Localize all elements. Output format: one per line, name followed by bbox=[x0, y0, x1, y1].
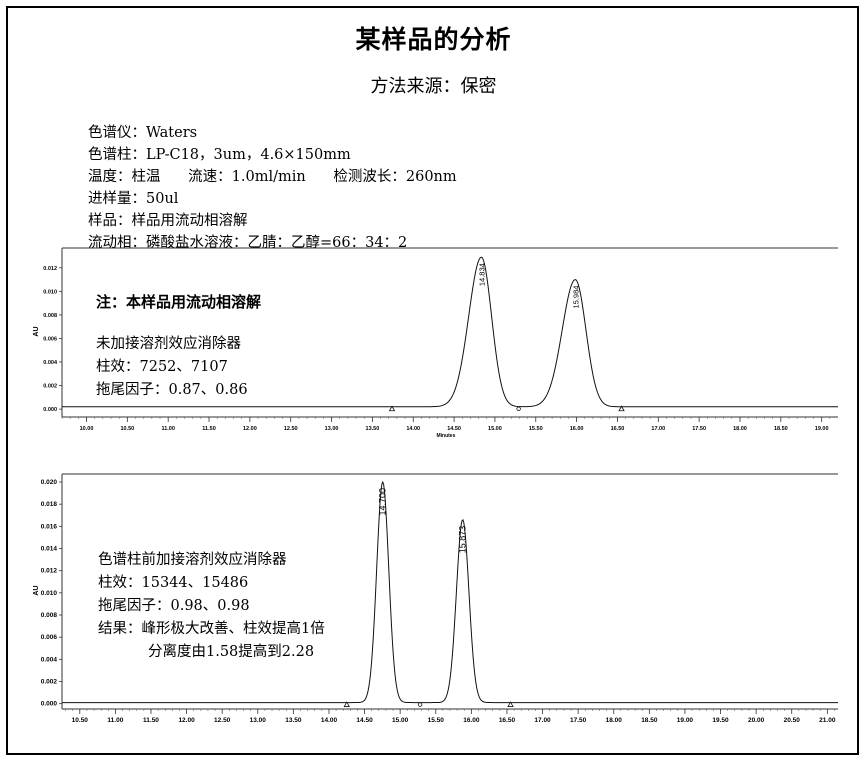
mobile-phase-line: 流动相：磷酸盐水溶液：乙腈：乙醇=66：34：2 bbox=[88, 235, 408, 251]
peak-label: 15.873 bbox=[458, 526, 468, 554]
bottom-note-line: 分离度由1.58提高到2.28 bbox=[148, 644, 315, 660]
y-tick-label: 0.002 bbox=[43, 384, 57, 390]
x-tick-label: 19.50 bbox=[712, 717, 729, 724]
x-tick-label: 21.00 bbox=[819, 717, 836, 724]
y-axis-label: AU bbox=[33, 326, 40, 336]
x-tick-label: 17.50 bbox=[570, 717, 587, 724]
top-chart-note: 未加接溶剂效应消除器 柱效：7252、7107 拖尾因子：0.87、0.86 bbox=[96, 333, 248, 402]
x-axis-label: Minutes bbox=[436, 433, 455, 439]
y-tick-label: 0.020 bbox=[41, 479, 58, 486]
y-tick-label: 0.010 bbox=[41, 590, 58, 597]
y-tick-label: 0.016 bbox=[41, 523, 58, 530]
x-tick-label: 11.50 bbox=[202, 426, 215, 432]
sample-line: 样品：样品用流动相溶解 bbox=[88, 213, 248, 229]
temperature-text: 温度：柱温 bbox=[88, 169, 161, 185]
x-tick-label: 11.50 bbox=[143, 717, 159, 724]
x-tick-label: 16.00 bbox=[570, 426, 584, 432]
x-tick-label: 15.50 bbox=[428, 717, 445, 724]
y-tick-label: 0.000 bbox=[43, 407, 57, 413]
x-tick-label: 18.50 bbox=[774, 426, 788, 432]
x-tick-label: 16.50 bbox=[499, 717, 516, 724]
y-tick-label: 0.014 bbox=[41, 546, 58, 553]
y-axis-label: AU bbox=[33, 585, 40, 595]
y-tick-label: 0.018 bbox=[41, 501, 58, 508]
x-tick-label: 11.00 bbox=[107, 717, 123, 724]
y-tick-label: 0.004 bbox=[41, 656, 58, 663]
x-tick-label: 20.00 bbox=[748, 717, 765, 724]
chromatogram-trace bbox=[62, 256, 838, 408]
page-frame bbox=[6, 6, 859, 755]
y-tick-label: 0.002 bbox=[41, 679, 58, 686]
flow-text: 流速：1.0ml/min bbox=[188, 169, 306, 185]
x-tick-label: 13.50 bbox=[285, 717, 302, 724]
x-tick-label: 14.00 bbox=[406, 426, 420, 432]
x-tick-label: 13.00 bbox=[325, 426, 339, 432]
x-tick-label: 15.00 bbox=[488, 426, 502, 432]
x-tick-label: 13.50 bbox=[366, 426, 380, 432]
x-tick-label: 12.00 bbox=[243, 426, 257, 432]
y-tick-label: 0.012 bbox=[43, 266, 57, 272]
x-tick-label: 17.00 bbox=[651, 426, 665, 432]
y-tick-label: 0.006 bbox=[43, 336, 57, 342]
y-tick-label: 0.012 bbox=[41, 568, 58, 575]
valley-marker bbox=[516, 406, 521, 411]
y-tick-label: 0.000 bbox=[41, 701, 58, 708]
x-tick-label: 17.50 bbox=[692, 426, 706, 432]
method-info: 色谱仪：Waters 色谱柱：LP-C18，3um，4.6×150mm 温度：柱… bbox=[88, 122, 457, 254]
x-tick-label: 10.50 bbox=[120, 426, 134, 432]
x-tick-label: 12.50 bbox=[214, 717, 231, 724]
bottom-note-line: 拖尾因子：0.98、0.98 bbox=[98, 598, 250, 614]
x-tick-label: 12.50 bbox=[284, 426, 298, 432]
wavelength-text: 检测波长：260nm bbox=[333, 169, 457, 185]
x-tick-label: 19.00 bbox=[815, 426, 829, 432]
bottom-note-line: 结果：峰形极大改善、柱效提高1倍 bbox=[98, 621, 325, 637]
peak-label: 14.834 bbox=[477, 263, 486, 286]
conditions-line: 温度：柱温 流速：1.0ml/min 检测波长：260nm bbox=[88, 166, 457, 188]
x-tick-label: 10.00 bbox=[80, 426, 94, 432]
bottom-note-line: 色谱柱前加接溶剂效应消除器 bbox=[98, 552, 287, 568]
page-title: 某样品的分析 bbox=[355, 25, 512, 54]
column-line: 色谱柱：LP-C18，3um，4.6×150mm bbox=[88, 147, 351, 163]
x-tick-label: 15.00 bbox=[392, 717, 409, 724]
injection-line: 进样量：50ul bbox=[88, 191, 179, 207]
y-tick-label: 0.006 bbox=[41, 634, 58, 641]
baseline-marker bbox=[507, 701, 514, 707]
chromatogram-trace bbox=[62, 480, 838, 704]
top-note-line: 拖尾因子：0.87、0.86 bbox=[96, 382, 248, 398]
x-tick-label: 10.50 bbox=[72, 717, 89, 724]
bottom-note-line: 柱效：15344、15486 bbox=[98, 575, 249, 591]
x-tick-label: 14.50 bbox=[356, 717, 373, 724]
x-tick-label: 18.00 bbox=[733, 426, 747, 432]
x-tick-label: 17.00 bbox=[534, 717, 551, 724]
baseline-marker bbox=[343, 701, 350, 707]
x-tick-label: 18.50 bbox=[641, 717, 658, 724]
bottom-chart-note: 色谱柱前加接溶剂效应消除器 柱效：15344、15486 拖尾因子：0.98、0… bbox=[98, 549, 325, 664]
x-tick-label: 14.50 bbox=[447, 426, 461, 432]
x-tick-label: 18.00 bbox=[606, 717, 623, 724]
y-tick-label: 0.008 bbox=[41, 612, 58, 619]
y-tick-label: 0.004 bbox=[43, 360, 58, 366]
x-tick-label: 16.50 bbox=[611, 426, 625, 432]
x-tick-label: 19.00 bbox=[677, 717, 694, 724]
x-tick-label: 16.00 bbox=[463, 717, 480, 724]
x-tick-label: 12.00 bbox=[178, 717, 195, 724]
x-tick-label: 14.00 bbox=[321, 717, 338, 724]
peak-label: 14.700 bbox=[378, 488, 388, 516]
instrument-line: 色谱仪：Waters bbox=[88, 125, 198, 141]
peak-label: 15.984 bbox=[571, 286, 580, 309]
baseline-marker bbox=[618, 405, 625, 412]
x-tick-label: 15.50 bbox=[529, 426, 543, 432]
y-tick-label: 0.010 bbox=[43, 289, 57, 295]
baseline-marker bbox=[388, 405, 396, 412]
top-note-line: 柱效：7252、7107 bbox=[96, 359, 228, 375]
x-tick-label: 13.00 bbox=[250, 717, 267, 724]
x-tick-label: 11.00 bbox=[161, 426, 174, 432]
top-note-line: 未加接溶剂效应消除器 bbox=[96, 336, 241, 352]
method-source: 方法来源：保密 bbox=[370, 76, 497, 97]
y-tick-label: 0.008 bbox=[43, 313, 57, 319]
x-tick-label: 20.50 bbox=[784, 717, 801, 724]
valley-marker bbox=[417, 702, 423, 707]
top-note-title: 注：本样品用流动相溶解 bbox=[96, 293, 262, 311]
